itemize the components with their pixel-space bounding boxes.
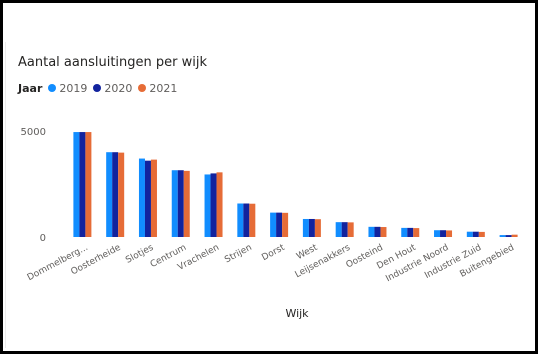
bar[interactable]: [216, 172, 223, 237]
bar[interactable]: [308, 218, 315, 237]
bar[interactable]: [511, 234, 518, 237]
bar[interactable]: [204, 174, 211, 237]
bar[interactable]: [335, 222, 342, 237]
y-tick-label: 0: [40, 233, 46, 244]
legend-swatch: [93, 84, 102, 92]
legend-item-2019[interactable]: 2019: [48, 82, 87, 95]
bar[interactable]: [466, 231, 473, 237]
legend-label: 2021: [149, 81, 178, 95]
x-axis-title: Wijk: [285, 307, 309, 320]
bar[interactable]: [118, 152, 125, 237]
bar[interactable]: [249, 203, 256, 237]
bar[interactable]: [380, 227, 387, 237]
legend-swatch: [138, 84, 147, 92]
legend-label: 2020: [104, 81, 133, 95]
bar[interactable]: [472, 231, 479, 237]
bar[interactable]: [150, 159, 157, 237]
bar[interactable]: [407, 227, 414, 237]
bar[interactable]: [446, 230, 453, 237]
legend-swatch: [48, 84, 57, 92]
bar[interactable]: [177, 170, 184, 237]
bar[interactable]: [341, 222, 348, 237]
bar[interactable]: [347, 222, 354, 237]
bar[interactable]: [499, 235, 506, 237]
bar[interactable]: [138, 158, 145, 237]
legend: Jaar 2019 2020 2021: [18, 81, 183, 95]
bar[interactable]: [374, 226, 381, 237]
bar[interactable]: [270, 212, 277, 237]
bar[interactable]: [302, 218, 309, 237]
bar[interactable]: [85, 132, 92, 237]
bar[interactable]: [112, 152, 119, 237]
y-tick-label: 5000: [21, 127, 46, 138]
bar[interactable]: [401, 227, 408, 237]
bar[interactable]: [243, 203, 250, 237]
bar[interactable]: [314, 219, 321, 237]
legend-item-2021[interactable]: 2021: [138, 82, 177, 95]
bar[interactable]: [276, 212, 283, 237]
bar[interactable]: [171, 170, 178, 237]
bar[interactable]: [210, 173, 217, 237]
visual-card: [5, 42, 531, 348]
bar[interactable]: [368, 226, 375, 237]
chart-title: Aantal aansluitingen per wijk: [18, 55, 207, 70]
bar[interactable]: [79, 132, 86, 237]
x-tick-label: Strijen: [223, 243, 253, 266]
legend-title: Jaar: [18, 81, 43, 95]
bar[interactable]: [505, 235, 512, 237]
bar[interactable]: [144, 160, 151, 237]
bar[interactable]: [106, 152, 113, 237]
legend-label: 2019: [59, 81, 88, 95]
bar[interactable]: [73, 132, 80, 237]
x-tick-label: Dorst: [260, 243, 287, 263]
bar[interactable]: [434, 230, 441, 237]
bar[interactable]: [413, 228, 420, 237]
bar[interactable]: [440, 230, 447, 237]
bar[interactable]: [237, 203, 244, 237]
bar[interactable]: [478, 231, 485, 237]
bar[interactable]: [183, 170, 190, 237]
legend-item-2020[interactable]: 2020: [93, 82, 132, 95]
bar[interactable]: [282, 212, 289, 237]
